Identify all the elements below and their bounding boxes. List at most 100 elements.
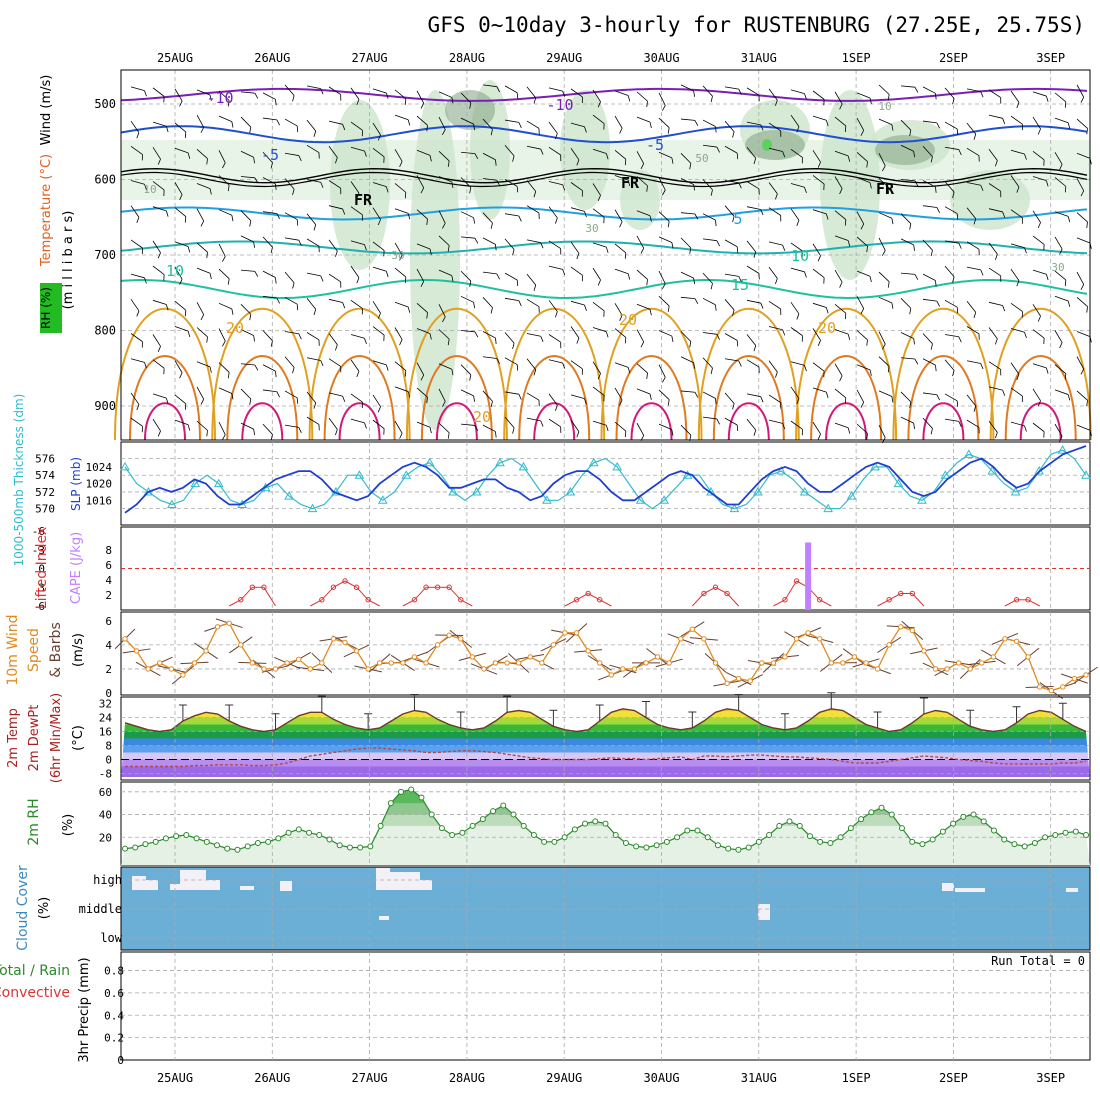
- wind-barb: [680, 118, 695, 121]
- wind-barb-flag: [473, 217, 475, 224]
- cloud-clear-block: [170, 884, 180, 890]
- wind-barb: [746, 265, 760, 274]
- wind-barb-flag: [715, 398, 717, 405]
- contour-label: -10: [546, 96, 573, 114]
- wind-barb-flag: [442, 316, 446, 323]
- rh-2m-point: [796, 822, 803, 829]
- wind-barb-flag: [206, 158, 208, 165]
- wind-barb: [262, 364, 276, 372]
- wind-barb: [328, 239, 338, 252]
- y-tick-label: 4: [105, 574, 112, 587]
- wind-barb: [944, 146, 959, 150]
- wind-10m-point: [284, 660, 290, 666]
- wind-10m-point: [1002, 636, 1008, 642]
- wind-barb: [438, 91, 453, 98]
- wind-barb-flag: [624, 430, 627, 438]
- wind-barb: [636, 116, 651, 123]
- wind-barb-flag: [935, 280, 937, 287]
- wind-barb: [174, 207, 187, 217]
- wind-barb-flag: [860, 402, 865, 408]
- wind-barb-flag: [404, 276, 407, 283]
- lifted-index-line: [321, 586, 334, 601]
- date-label-bottom: 25AUG: [157, 1071, 193, 1085]
- wind-barb-flag: [429, 248, 432, 255]
- wind-barb: [878, 178, 890, 189]
- wind-10m-point: [353, 648, 360, 654]
- y-tick-label: 6: [105, 559, 112, 572]
- wind-barb-flag: [1080, 190, 1085, 197]
- wind-barb: [548, 265, 563, 270]
- thickness-marker: [987, 466, 998, 475]
- temp-contour-diurnal: [615, 355, 688, 441]
- wind-barb: [262, 211, 277, 214]
- wind-10m-point: [319, 660, 325, 666]
- wind-barb-flag: [817, 340, 821, 346]
- wind-barb-flag: [157, 430, 161, 437]
- temp-contour-10: [120, 240, 1088, 255]
- y-tick-label: 0: [105, 754, 112, 767]
- wind-barb: [130, 333, 143, 342]
- wind-barb-flag: [869, 369, 872, 376]
- wind-barb: [834, 116, 847, 127]
- wind-barb: [768, 122, 781, 132]
- wind-barb-flag: [909, 129, 912, 137]
- wind-barb-flag: [619, 221, 623, 228]
- wind-barb: [328, 298, 343, 303]
- freezing-level-contour: [120, 171, 1088, 188]
- wind-barb-flag: [451, 97, 454, 104]
- wind-barb-flag: [518, 394, 522, 400]
- lifted-index-point: [319, 597, 325, 603]
- wind-barb: [790, 242, 803, 252]
- wind-barb-flag: [775, 193, 778, 200]
- wind-barb: [746, 240, 757, 253]
- wind-barb: [702, 119, 716, 127]
- wind-barb: [262, 117, 277, 121]
- wind-barb: [724, 120, 735, 132]
- wind-barb-flag: [249, 398, 252, 405]
- wind-barb-flag: [474, 153, 479, 160]
- rh-2m-point: [162, 835, 169, 842]
- wind-barb: [350, 121, 363, 131]
- wind-barb: [262, 389, 277, 393]
- wind-10m-point: [157, 660, 163, 666]
- wind-barb-flag: [227, 100, 230, 107]
- wind-barb-flag: [473, 302, 475, 309]
- wind-barb: [548, 300, 558, 312]
- wind-barb-flag: [716, 146, 720, 153]
- wind-barb: [724, 392, 735, 404]
- wind-barb: [570, 394, 585, 400]
- wind-barb-flag: [952, 370, 955, 377]
- wind-barb: [196, 148, 208, 159]
- wind-barb: [1032, 422, 1045, 432]
- wind-10m-point: [631, 666, 638, 672]
- wind-10m-point: [874, 666, 881, 672]
- wind-barb-flag: [253, 157, 255, 164]
- rh-2m-point: [285, 829, 292, 836]
- lifted-index-line: [263, 587, 276, 607]
- wind-barb: [966, 301, 977, 313]
- wind-barb-flag: [136, 404, 140, 411]
- wind-barb: [702, 332, 717, 335]
- wind-barb-flag: [1064, 279, 1067, 286]
- wind-barb: [1076, 118, 1088, 129]
- wind-barb: [922, 239, 933, 251]
- rh-2m-point: [520, 822, 527, 829]
- wind-barb: [680, 178, 694, 185]
- wind-barb: [878, 424, 886, 438]
- wind-barb: [130, 239, 143, 249]
- thickness-marker: [471, 486, 482, 496]
- wind-barb: [328, 273, 341, 283]
- wind-barb: [746, 299, 761, 304]
- y-tick-label: 570: [35, 503, 55, 516]
- temp-contour-diurnal: [308, 307, 411, 441]
- wind-barb-flag: [429, 155, 432, 162]
- wind-barb-flag: [540, 242, 544, 249]
- wind-barb-flag: [420, 187, 425, 194]
- wind-barb-flag: [866, 433, 868, 440]
- lifted-index-point: [886, 597, 892, 603]
- thickness-marker: [893, 478, 904, 488]
- wind-barb: [262, 330, 273, 342]
- wind-barb-flag: [144, 90, 147, 97]
- wind-barb: [328, 417, 338, 430]
- wind-barb-flag: [157, 158, 161, 165]
